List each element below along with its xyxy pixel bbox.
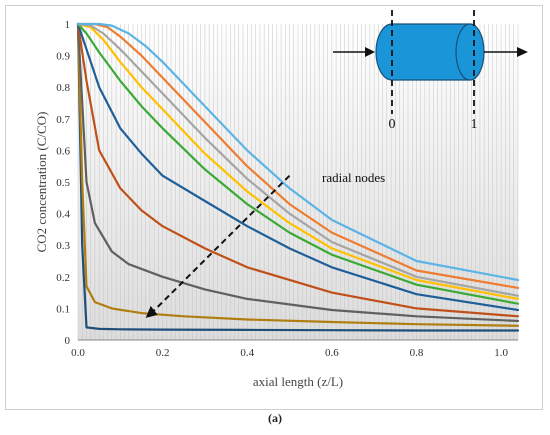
inset-label-0: 0 — [389, 117, 396, 132]
y-tick-label: 0.6 — [56, 145, 70, 157]
y-tick-label: 0.1 — [56, 303, 70, 315]
annotation-arrow-line — [150, 174, 291, 314]
y-tick-label: 0.8 — [56, 82, 70, 94]
annotation-arrow-head — [145, 305, 158, 318]
x-tick-label: 0.2 — [156, 347, 170, 359]
series-line-6 — [76, 22, 520, 305]
series-line-4 — [76, 22, 520, 318]
series-line-1 — [76, 22, 520, 332]
y-tick-label: 0.9 — [56, 51, 70, 63]
x-tick-label: 1.0 — [494, 347, 508, 359]
x-tick-label: 0.4 — [240, 347, 254, 359]
y-tick-label: 0.4 — [56, 209, 70, 221]
series-line-8 — [76, 22, 520, 297]
y-tick-label: 0.2 — [56, 272, 70, 284]
inlet-arrow-head — [365, 47, 375, 57]
y-axis-label: CO2 concentration (C/CO) — [34, 112, 49, 253]
series-line-9 — [76, 22, 520, 289]
y-tick-label: 0.3 — [56, 240, 70, 252]
series-line-7 — [76, 22, 520, 300]
reactor-end-ellipse — [455, 23, 471, 81]
y-tick-label: 0 — [65, 335, 71, 347]
x-axis-label: axial length (z/L) — [253, 374, 343, 389]
series-line-3 — [76, 22, 520, 323]
y-tick-label: 0.5 — [56, 177, 70, 189]
x-tick-label: 0.8 — [410, 347, 424, 359]
outlet-arrow-head — [517, 47, 528, 57]
series-line-2 — [76, 22, 520, 327]
figure-caption: (a) — [268, 411, 282, 425]
annotation-label: radial nodes — [322, 170, 385, 185]
chart: 0 0.1 0.2 0.3 0.4 0.5 0.6 0.7 0.8 0.9 1 0.0 0.2 0.4 0.… — [34, 10, 528, 389]
inset-label-1: 1 — [471, 117, 478, 132]
y-tick-label: 0.7 — [56, 114, 70, 126]
y-tick-label: 1 — [65, 19, 71, 31]
x-tick-label: 0.0 — [71, 347, 85, 359]
series-line-5 — [76, 22, 520, 312]
series-line-10 — [76, 22, 520, 282]
x-tick-label: 0.6 — [325, 347, 339, 359]
